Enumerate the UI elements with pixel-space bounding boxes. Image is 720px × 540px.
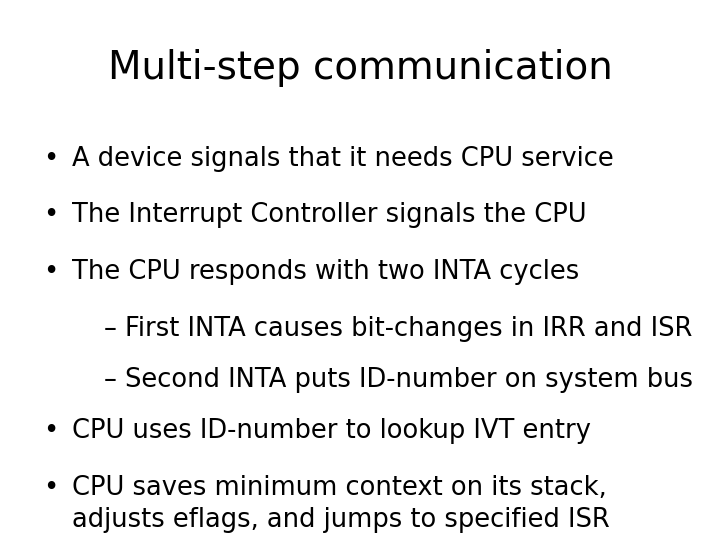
Text: CPU saves minimum context on its stack,
adjusts eflags, and jumps to specified I: CPU saves minimum context on its stack, …: [72, 475, 610, 533]
Text: A device signals that it needs CPU service: A device signals that it needs CPU servi…: [72, 146, 613, 172]
Text: •: •: [42, 259, 58, 285]
Text: CPU uses ID-number to lookup IVT entry: CPU uses ID-number to lookup IVT entry: [72, 418, 591, 444]
Text: – First INTA causes bit-changes in IRR and ISR: – First INTA causes bit-changes in IRR a…: [104, 316, 693, 342]
Text: Multi-step communication: Multi-step communication: [107, 49, 613, 86]
Text: •: •: [42, 202, 58, 228]
Text: The CPU responds with two INTA cycles: The CPU responds with two INTA cycles: [72, 259, 580, 285]
Text: •: •: [42, 418, 58, 444]
Text: •: •: [42, 475, 58, 501]
Text: •: •: [42, 146, 58, 172]
Text: The Interrupt Controller signals the CPU: The Interrupt Controller signals the CPU: [72, 202, 587, 228]
Text: – Second INTA puts ID-number on system bus: – Second INTA puts ID-number on system b…: [104, 367, 693, 393]
